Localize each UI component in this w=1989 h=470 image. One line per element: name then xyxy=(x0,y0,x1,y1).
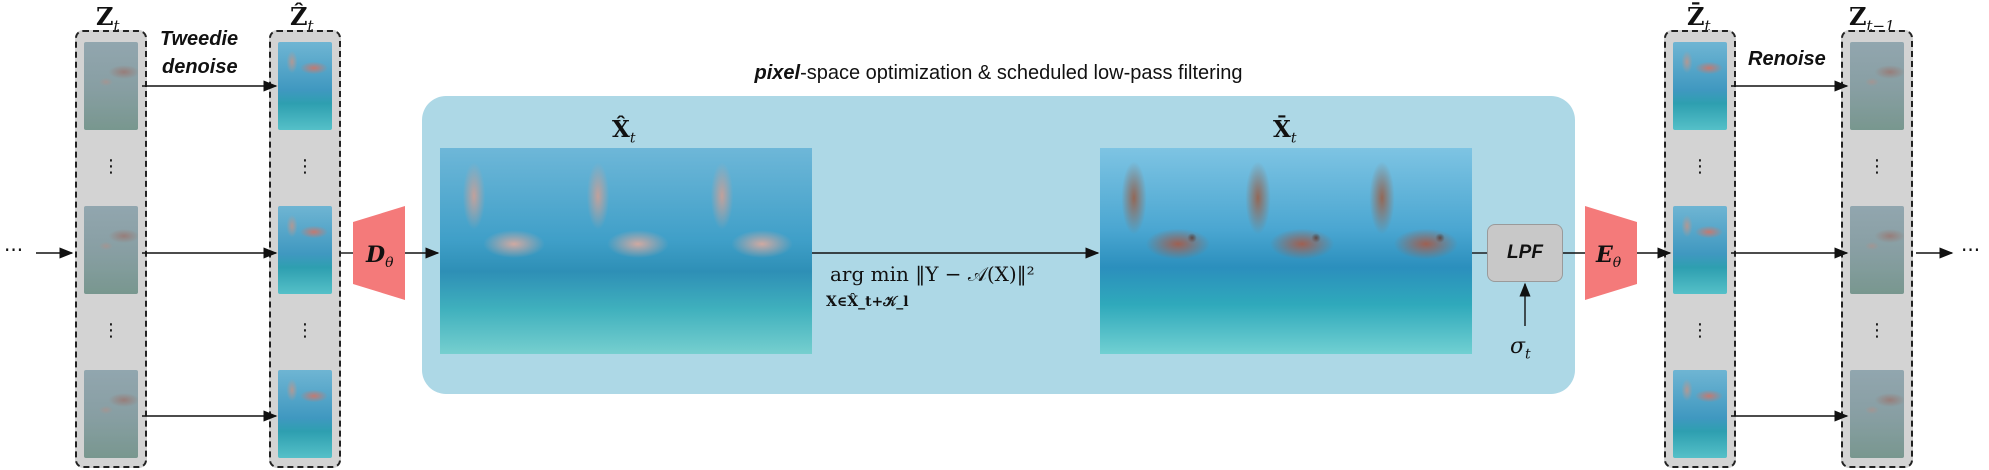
renoised-thumbnail xyxy=(1850,42,1904,130)
denoised-thumbnail xyxy=(278,206,332,294)
optimization-equation: arg min ‖Y − 𝒜(X)‖² xyxy=(830,262,1035,286)
z-hat-t-label: Ẑt xyxy=(290,2,314,35)
latent-thumbnail xyxy=(84,42,138,130)
x-bar-t-label: X̄t xyxy=(1273,116,1297,147)
optimization-constraint: X∈X̂_t+𝒦_l xyxy=(826,294,909,310)
vertical-ellipsis: ⋮ xyxy=(1868,156,1886,177)
right-ellipsis: ··· xyxy=(1961,238,1981,262)
vertical-ellipsis: ⋮ xyxy=(102,320,120,341)
vertical-ellipsis: ⋮ xyxy=(1691,156,1709,177)
vertical-ellipsis: ⋮ xyxy=(296,156,314,177)
vertical-ellipsis: ⋮ xyxy=(1868,320,1886,341)
panel-title-bold: pixel xyxy=(754,62,801,84)
renoise-label: Renoise xyxy=(1748,48,1826,70)
vertical-ellipsis: ⋮ xyxy=(1691,320,1709,341)
decoded-frame xyxy=(564,148,688,354)
lpf-box: LPF xyxy=(1487,224,1563,282)
encoder-trapezoid xyxy=(1585,206,1637,300)
left-ellipsis: ··· xyxy=(4,238,24,262)
z-t-label: Zt xyxy=(96,2,120,35)
vertical-ellipsis: ⋮ xyxy=(296,320,314,341)
panel-title: pixel-space optimization & scheduled low… xyxy=(422,62,1575,85)
encoded-thumbnail xyxy=(1673,370,1727,458)
optimized-frame xyxy=(1224,148,1348,354)
renoised-thumbnail xyxy=(1850,206,1904,294)
decoded-frame xyxy=(688,148,812,354)
denoised-thumbnail xyxy=(278,370,332,458)
tweedie-label: Tweedie xyxy=(160,28,239,50)
sigma-t-label: σt xyxy=(1510,334,1531,363)
vertical-ellipsis: ⋮ xyxy=(102,156,120,177)
z-bar-t-label: Z̄t xyxy=(1687,2,1711,35)
latent-thumbnail xyxy=(84,370,138,458)
optimized-frame xyxy=(1100,148,1224,354)
decoder-trapezoid xyxy=(353,206,405,300)
encoded-thumbnail xyxy=(1673,42,1727,130)
optimized-frame xyxy=(1348,148,1472,354)
denoise-label: denoise xyxy=(162,56,238,78)
renoised-thumbnail xyxy=(1850,370,1904,458)
denoised-thumbnail xyxy=(278,42,332,130)
latent-thumbnail xyxy=(84,206,138,294)
x-hat-t-label: X̂t xyxy=(612,116,636,147)
panel-title-rest: -space optimization & scheduled low-pass… xyxy=(800,62,1243,84)
encoded-thumbnail xyxy=(1673,206,1727,294)
decoded-frame xyxy=(440,148,564,354)
